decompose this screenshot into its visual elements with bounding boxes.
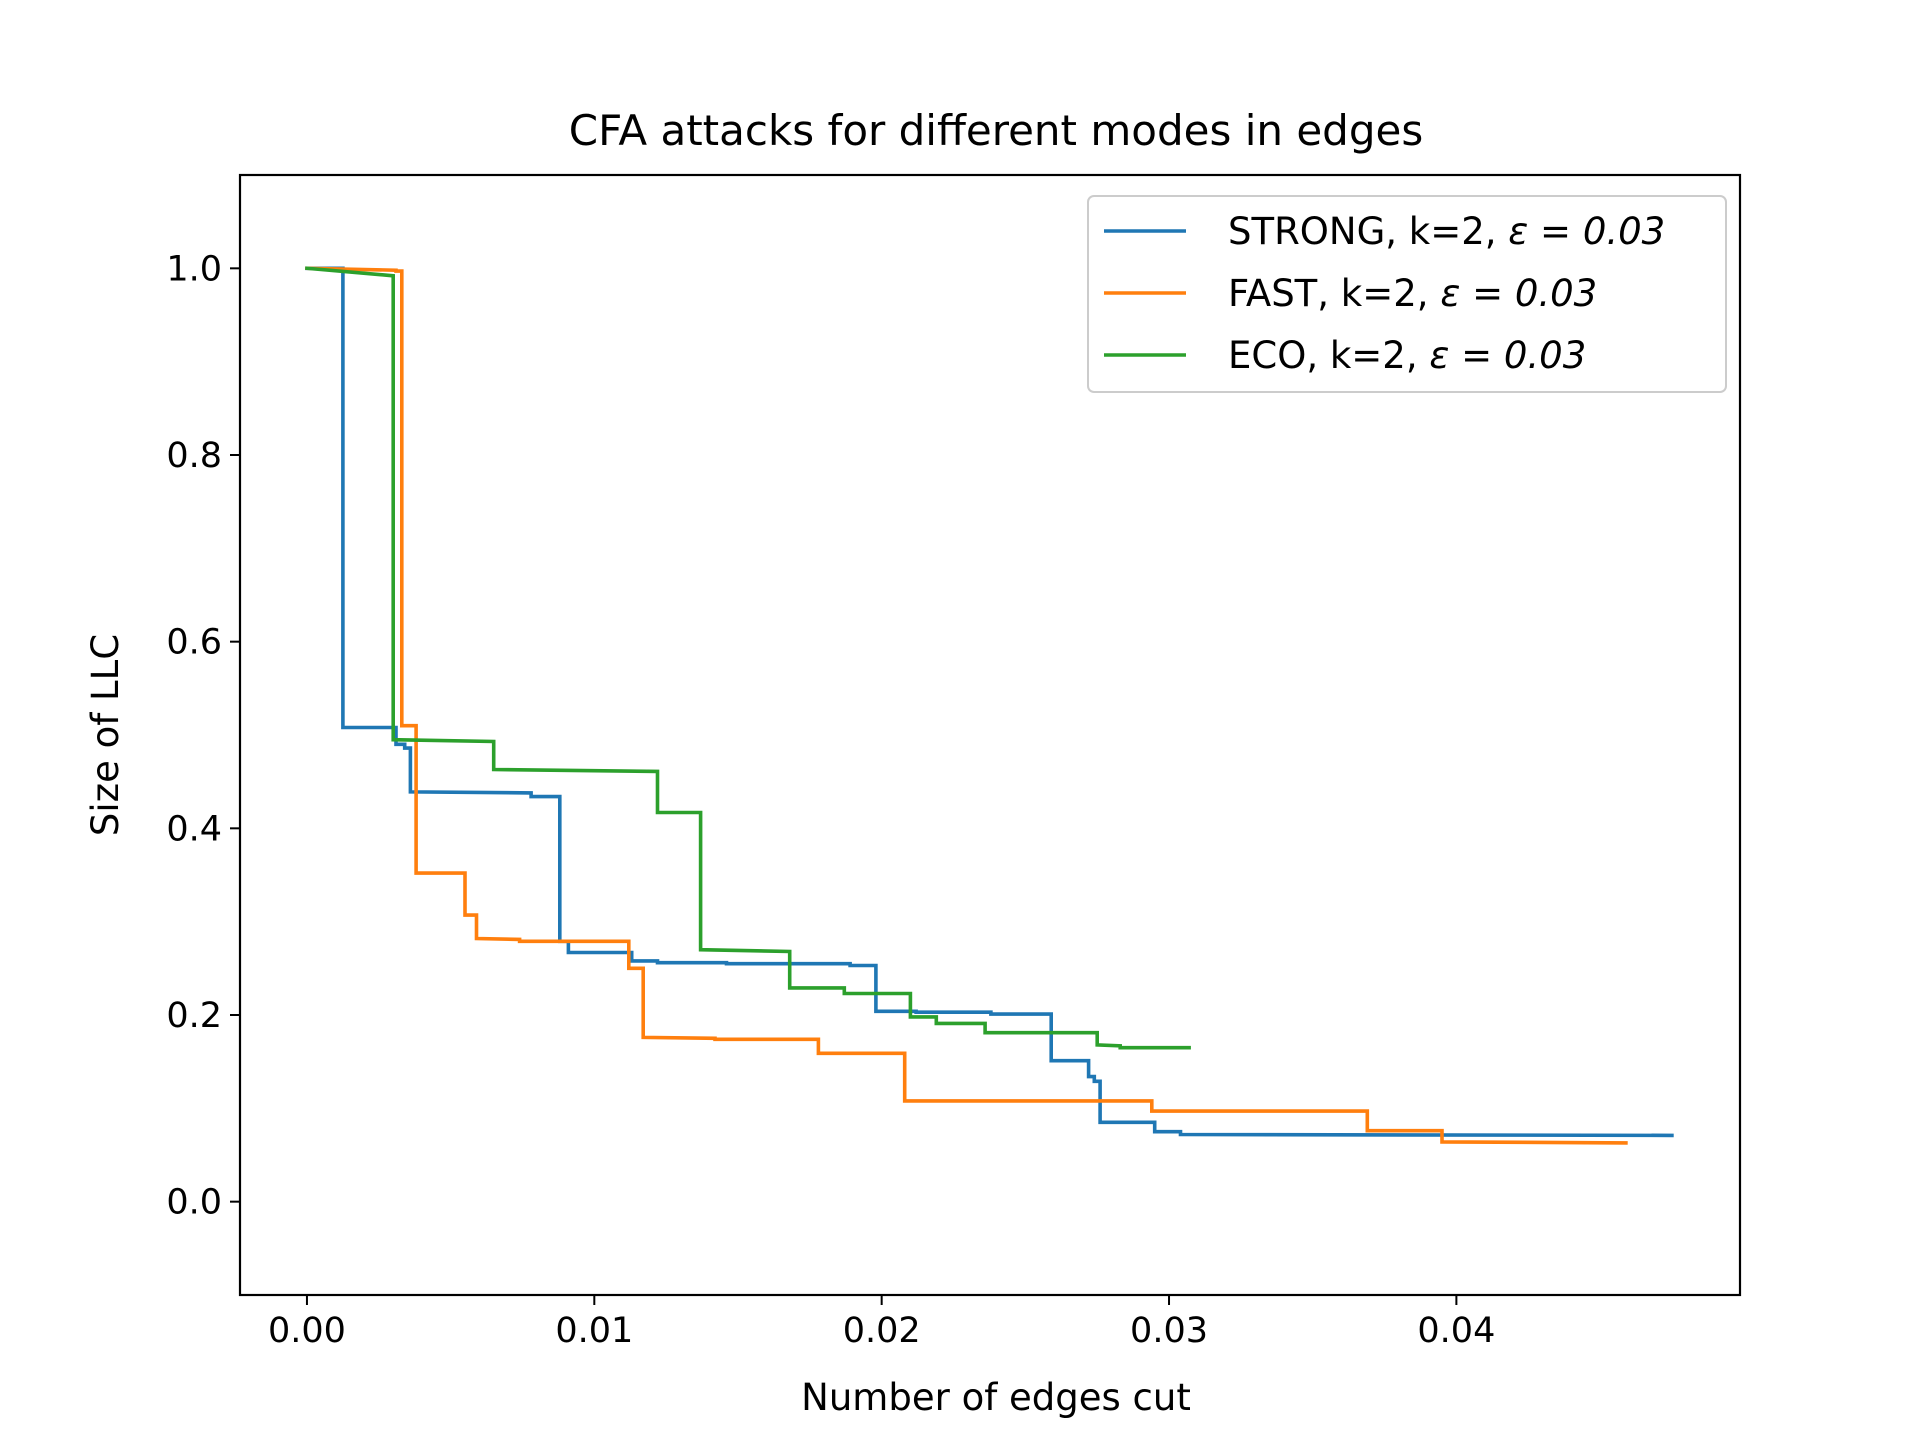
x-tick-label: 0.00 [268, 1311, 346, 1351]
y-tick-label: 1.0 [166, 249, 222, 289]
series-layer [305, 266, 1674, 1145]
legend-box [1087, 195, 1727, 393]
series-line-eco [305, 266, 1191, 1050]
x-axis-label: Number of edges cut [801, 1376, 1191, 1419]
plot-frame [238, 173, 1742, 1297]
legend: STRONG, k=2, ε = 0.03 FAST, k=2, ε = 0.03… [1087, 195, 1727, 393]
x-tick-label: 0.03 [1130, 1311, 1208, 1351]
y-tick-label: 0.0 [166, 1183, 222, 1223]
y-tick-label: 0.2 [166, 996, 222, 1036]
x-tick-label: 0.01 [555, 1311, 633, 1351]
x-tick-label: 0.02 [843, 1311, 921, 1351]
series-line-fast [305, 266, 1628, 1145]
legend-label: ECO, k=2, ε = 0.03 [1228, 334, 1586, 377]
chart-title: CFA attacks for different modes in edges [569, 106, 1423, 155]
y-tick-label: 0.8 [166, 436, 222, 476]
y-tick-label: 0.4 [166, 809, 222, 849]
y-tick-label: 0.6 [166, 623, 222, 663]
legend-label: STRONG, k=2, ε = 0.03 [1228, 210, 1665, 253]
x-axis: 0.00 0.01 0.02 0.03 0.04 [268, 1295, 1495, 1351]
y-axis: 0.0 0.2 0.4 0.6 0.8 1.0 [166, 249, 240, 1223]
y-axis-label: Size of LLC [84, 634, 127, 836]
legend-label: FAST, k=2, ε = 0.03 [1228, 272, 1597, 315]
x-tick-label: 0.04 [1417, 1311, 1495, 1351]
